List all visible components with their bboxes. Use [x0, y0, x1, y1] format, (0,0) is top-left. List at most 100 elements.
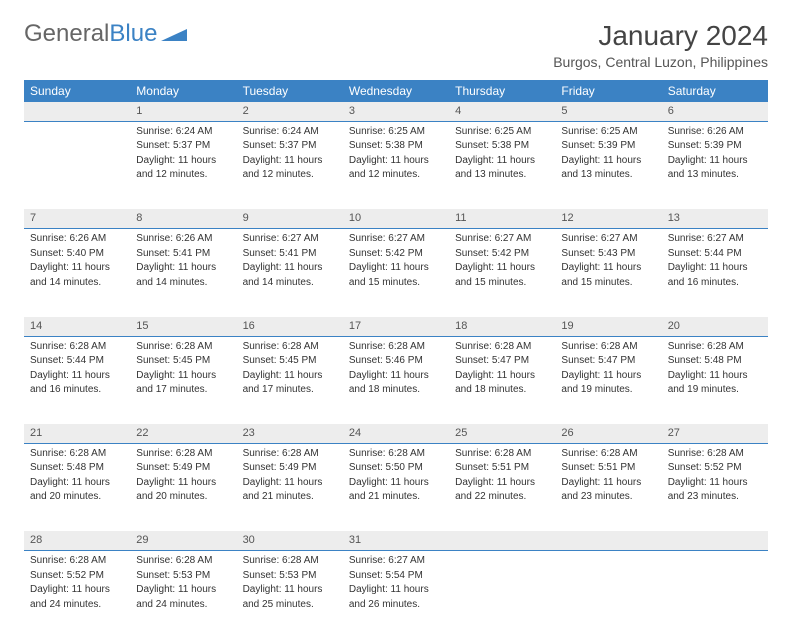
day-cell-content: Sunrise: 6:26 AMSunset: 5:39 PMDaylight:… [662, 122, 768, 189]
day-cell: Sunrise: 6:27 AMSunset: 5:42 PMDaylight:… [449, 229, 555, 317]
day-cell-content: Sunrise: 6:27 AMSunset: 5:44 PMDaylight:… [662, 229, 768, 296]
day-number: 5 [555, 102, 661, 121]
logo: GeneralBlue [24, 20, 187, 48]
sunset-text: Sunset: 5:53 PM [243, 569, 337, 583]
day-number [555, 531, 661, 550]
sunset-text: Sunset: 5:45 PM [136, 354, 230, 368]
sunset-text: Sunset: 5:46 PM [349, 354, 443, 368]
day-cell-content: Sunrise: 6:28 AMSunset: 5:44 PMDaylight:… [24, 337, 130, 404]
day-cell: Sunrise: 6:28 AMSunset: 5:48 PMDaylight:… [662, 336, 768, 424]
daylight2-text: and 15 minutes. [455, 276, 549, 290]
daylight2-text: and 22 minutes. [455, 490, 549, 504]
day-cell-content: Sunrise: 6:28 AMSunset: 5:51 PMDaylight:… [555, 444, 661, 511]
day-cell-content: Sunrise: 6:28 AMSunset: 5:47 PMDaylight:… [449, 337, 555, 404]
day-cell: Sunrise: 6:28 AMSunset: 5:47 PMDaylight:… [449, 336, 555, 424]
sunset-text: Sunset: 5:42 PM [349, 247, 443, 261]
daylight2-text: and 14 minutes. [30, 276, 124, 290]
daylight1-text: Daylight: 11 hours [30, 261, 124, 275]
day-cell: Sunrise: 6:26 AMSunset: 5:40 PMDaylight:… [24, 229, 130, 317]
calendar-body: 123456Sunrise: 6:24 AMSunset: 5:37 PMDay… [24, 102, 768, 639]
sunrise-text: Sunrise: 6:26 AM [136, 232, 230, 246]
daylight1-text: Daylight: 11 hours [668, 476, 762, 490]
daylight2-text: and 15 minutes. [349, 276, 443, 290]
day-cell: Sunrise: 6:28 AMSunset: 5:50 PMDaylight:… [343, 443, 449, 531]
day-number: 29 [130, 531, 236, 550]
sunset-text: Sunset: 5:44 PM [30, 354, 124, 368]
day-cell-content: Sunrise: 6:28 AMSunset: 5:46 PMDaylight:… [343, 337, 449, 404]
day-cell: Sunrise: 6:27 AMSunset: 5:41 PMDaylight:… [237, 229, 343, 317]
daylight1-text: Daylight: 11 hours [561, 154, 655, 168]
daylight1-text: Daylight: 11 hours [136, 476, 230, 490]
sunrise-text: Sunrise: 6:28 AM [136, 340, 230, 354]
sunrise-text: Sunrise: 6:28 AM [455, 340, 549, 354]
daynum-row: 14151617181920 [24, 317, 768, 336]
daylight1-text: Daylight: 11 hours [349, 369, 443, 383]
location: Burgos, Central Luzon, Philippines [553, 54, 768, 70]
day-cell: Sunrise: 6:28 AMSunset: 5:51 PMDaylight:… [449, 443, 555, 531]
weekday-header: Sunday [24, 80, 130, 102]
content-row: Sunrise: 6:28 AMSunset: 5:44 PMDaylight:… [24, 336, 768, 424]
day-number: 28 [24, 531, 130, 550]
day-cell [24, 121, 130, 209]
sunset-text: Sunset: 5:47 PM [455, 354, 549, 368]
daylight1-text: Daylight: 11 hours [561, 476, 655, 490]
title-block: January 2024 Burgos, Central Luzon, Phil… [553, 20, 768, 70]
weekday-header: Tuesday [237, 80, 343, 102]
day-number: 23 [237, 424, 343, 443]
daylight1-text: Daylight: 11 hours [561, 369, 655, 383]
day-number: 26 [555, 424, 661, 443]
daylight1-text: Daylight: 11 hours [30, 476, 124, 490]
sunset-text: Sunset: 5:45 PM [243, 354, 337, 368]
sunrise-text: Sunrise: 6:25 AM [455, 125, 549, 139]
sunset-text: Sunset: 5:52 PM [668, 461, 762, 475]
day-number [449, 531, 555, 550]
daylight2-text: and 13 minutes. [561, 168, 655, 182]
sunset-text: Sunset: 5:48 PM [668, 354, 762, 368]
day-cell-content: Sunrise: 6:28 AMSunset: 5:45 PMDaylight:… [237, 337, 343, 404]
day-cell: Sunrise: 6:26 AMSunset: 5:39 PMDaylight:… [662, 121, 768, 209]
day-number: 10 [343, 209, 449, 228]
day-cell: Sunrise: 6:28 AMSunset: 5:44 PMDaylight:… [24, 336, 130, 424]
sunrise-text: Sunrise: 6:28 AM [668, 447, 762, 461]
day-number: 18 [449, 317, 555, 336]
daylight2-text: and 20 minutes. [30, 490, 124, 504]
day-number: 3 [343, 102, 449, 121]
day-cell: Sunrise: 6:28 AMSunset: 5:52 PMDaylight:… [24, 551, 130, 639]
daylight2-text: and 23 minutes. [561, 490, 655, 504]
daylight1-text: Daylight: 11 hours [243, 261, 337, 275]
day-cell: Sunrise: 6:28 AMSunset: 5:45 PMDaylight:… [130, 336, 236, 424]
day-number: 22 [130, 424, 236, 443]
day-cell-content: Sunrise: 6:25 AMSunset: 5:39 PMDaylight:… [555, 122, 661, 189]
day-number [662, 531, 768, 550]
sunset-text: Sunset: 5:44 PM [668, 247, 762, 261]
sunset-text: Sunset: 5:43 PM [561, 247, 655, 261]
calendar-table: Sunday Monday Tuesday Wednesday Thursday… [24, 80, 768, 639]
daylight2-text: and 20 minutes. [136, 490, 230, 504]
sunset-text: Sunset: 5:50 PM [349, 461, 443, 475]
daylight1-text: Daylight: 11 hours [349, 154, 443, 168]
day-cell: Sunrise: 6:25 AMSunset: 5:39 PMDaylight:… [555, 121, 661, 209]
day-cell: Sunrise: 6:25 AMSunset: 5:38 PMDaylight:… [449, 121, 555, 209]
logo-triangle-icon [161, 20, 187, 48]
daylight2-text: and 21 minutes. [349, 490, 443, 504]
day-cell-content: Sunrise: 6:24 AMSunset: 5:37 PMDaylight:… [130, 122, 236, 189]
sunrise-text: Sunrise: 6:28 AM [561, 340, 655, 354]
day-cell: Sunrise: 6:25 AMSunset: 5:38 PMDaylight:… [343, 121, 449, 209]
daylight2-text: and 19 minutes. [561, 383, 655, 397]
daylight1-text: Daylight: 11 hours [136, 261, 230, 275]
sunrise-text: Sunrise: 6:28 AM [30, 340, 124, 354]
sunset-text: Sunset: 5:37 PM [243, 139, 337, 153]
day-cell-content: Sunrise: 6:28 AMSunset: 5:53 PMDaylight:… [130, 551, 236, 618]
day-cell-content: Sunrise: 6:28 AMSunset: 5:45 PMDaylight:… [130, 337, 236, 404]
daylight2-text: and 18 minutes. [349, 383, 443, 397]
sunrise-text: Sunrise: 6:28 AM [30, 447, 124, 461]
day-number: 9 [237, 209, 343, 228]
daylight2-text: and 13 minutes. [455, 168, 549, 182]
day-cell: Sunrise: 6:27 AMSunset: 5:43 PMDaylight:… [555, 229, 661, 317]
daylight1-text: Daylight: 11 hours [349, 583, 443, 597]
day-cell-content: Sunrise: 6:27 AMSunset: 5:54 PMDaylight:… [343, 551, 449, 618]
daylight1-text: Daylight: 11 hours [561, 261, 655, 275]
sunrise-text: Sunrise: 6:28 AM [136, 554, 230, 568]
daylight2-text: and 15 minutes. [561, 276, 655, 290]
daylight2-text: and 24 minutes. [30, 598, 124, 612]
